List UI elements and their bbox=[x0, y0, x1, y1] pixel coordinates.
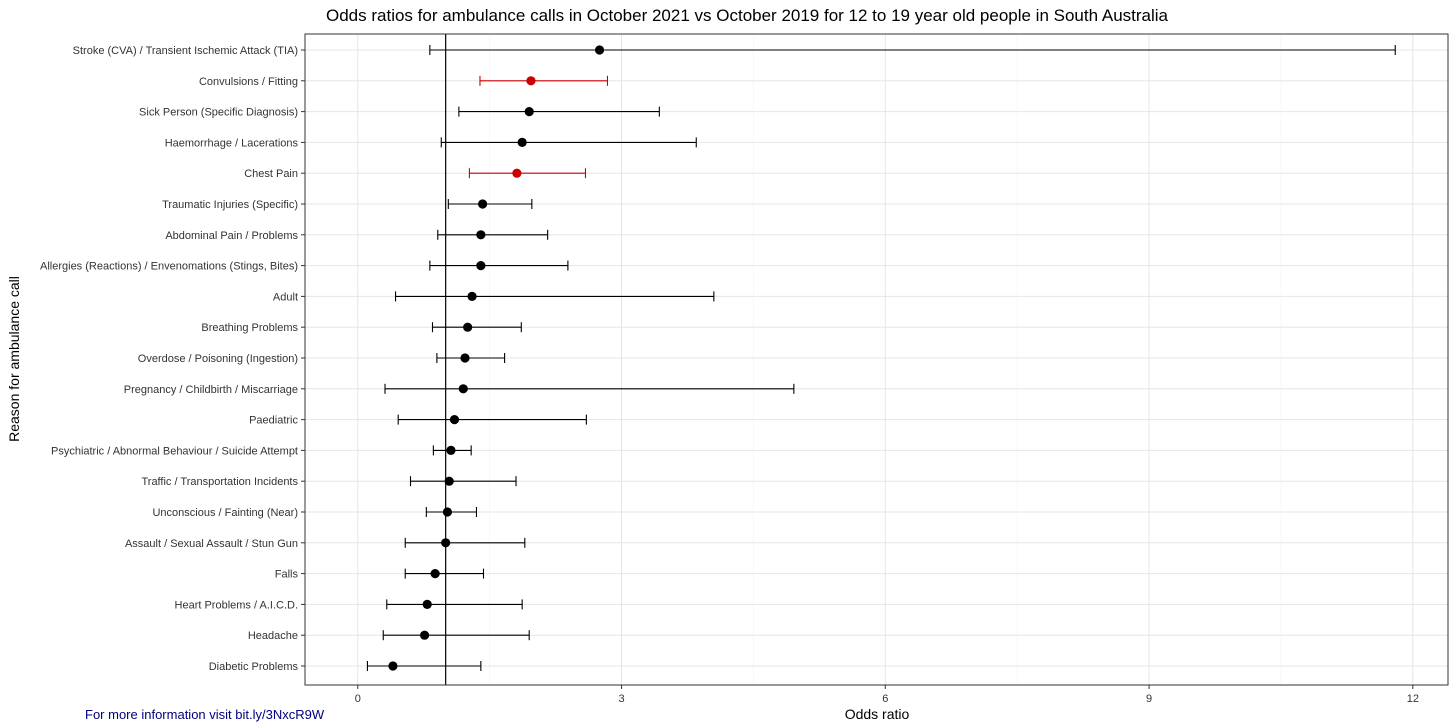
y-tick-label: Adult bbox=[273, 291, 298, 303]
y-tick-label: Convulsions / Fitting bbox=[199, 76, 298, 88]
y-tick-label: Diabetic Problems bbox=[209, 661, 299, 673]
y-tick-label: Chest Pain bbox=[244, 168, 298, 180]
y-axis-title: Reason for ambulance call bbox=[6, 276, 22, 442]
point-estimate bbox=[442, 507, 453, 517]
plot-panel-border bbox=[304, 33, 1449, 686]
point-estimate bbox=[526, 76, 536, 86]
footer-info-link[interactable]: For more information visit bit.ly/3NxcR9… bbox=[85, 707, 325, 722]
chart-title: Odds ratios for ambulance calls in Octob… bbox=[326, 6, 1169, 25]
point-estimate bbox=[476, 230, 486, 240]
point-estimate bbox=[460, 353, 470, 363]
y-tick-label: Overdose / Poisoning (Ingestion) bbox=[138, 353, 298, 365]
x-tick-label: 3 bbox=[618, 693, 624, 705]
x-tick-label: 6 bbox=[882, 693, 888, 705]
y-tick-label: Breathing Problems bbox=[201, 322, 298, 334]
point-estimate bbox=[422, 599, 432, 610]
y-tick-label: Pregnancy / Childbirth / Miscarriage bbox=[124, 384, 298, 396]
point-estimate bbox=[476, 261, 486, 271]
point-estimate bbox=[463, 322, 473, 332]
point-estimate bbox=[441, 538, 451, 548]
grid-lines bbox=[305, 34, 1448, 685]
point-estimate bbox=[444, 476, 454, 486]
y-tick-label: Assault / Sexual Assault / Stun Gun bbox=[125, 538, 298, 550]
y-tick-label: Allergies (Reactions) / Envenomations (S… bbox=[40, 261, 298, 273]
point-estimate bbox=[594, 45, 605, 55]
y-tick-label: Paediatric bbox=[249, 415, 298, 427]
point-estimate bbox=[512, 168, 522, 178]
point-estimate bbox=[388, 661, 398, 671]
point-estimate bbox=[458, 384, 468, 394]
y-tick-label: Stroke (CVA) / Transient Ischemic Attack… bbox=[73, 45, 298, 57]
y-tick-label: Sick Person (Specific Diagnosis) bbox=[139, 107, 298, 119]
y-tick-label: Traffic / Transportation Incidents bbox=[141, 476, 298, 488]
x-axis-title: Odds ratio bbox=[845, 706, 910, 722]
point-estimate bbox=[430, 569, 440, 579]
point-estimate bbox=[467, 291, 477, 301]
y-tick-label: Falls bbox=[275, 569, 299, 581]
point-estimate bbox=[517, 137, 527, 147]
point-estimate bbox=[478, 199, 488, 209]
x-tick-label: 9 bbox=[1146, 693, 1152, 705]
y-tick-label: Unconscious / Fainting (Near) bbox=[152, 507, 298, 519]
y-tick-label: Haemorrhage / Lacerations bbox=[165, 137, 299, 149]
x-tick-label: 0 bbox=[355, 693, 361, 705]
point-estimates bbox=[388, 45, 605, 671]
x-tick-label: 12 bbox=[1407, 693, 1419, 705]
y-tick-label: Heart Problems / A.I.C.D. bbox=[175, 599, 298, 611]
y-tick-label: Abdominal Pain / Problems bbox=[165, 230, 298, 242]
y-tick-label: Headache bbox=[248, 630, 298, 642]
confidence-intervals bbox=[366, 45, 1396, 671]
point-estimate bbox=[446, 445, 456, 455]
point-estimate bbox=[524, 107, 534, 117]
point-estimate bbox=[419, 630, 430, 640]
y-tick-label: Traumatic Injuries (Specific) bbox=[162, 199, 298, 211]
point-estimate bbox=[449, 415, 460, 425]
x-tick-labels: 0 3 6 9 12 bbox=[355, 685, 1419, 705]
y-tick-label: Psychiatric / Abnormal Behaviour / Suici… bbox=[51, 445, 298, 457]
y-tick-labels: Stroke (CVA) / Transient Ischemic Attack… bbox=[40, 45, 305, 673]
